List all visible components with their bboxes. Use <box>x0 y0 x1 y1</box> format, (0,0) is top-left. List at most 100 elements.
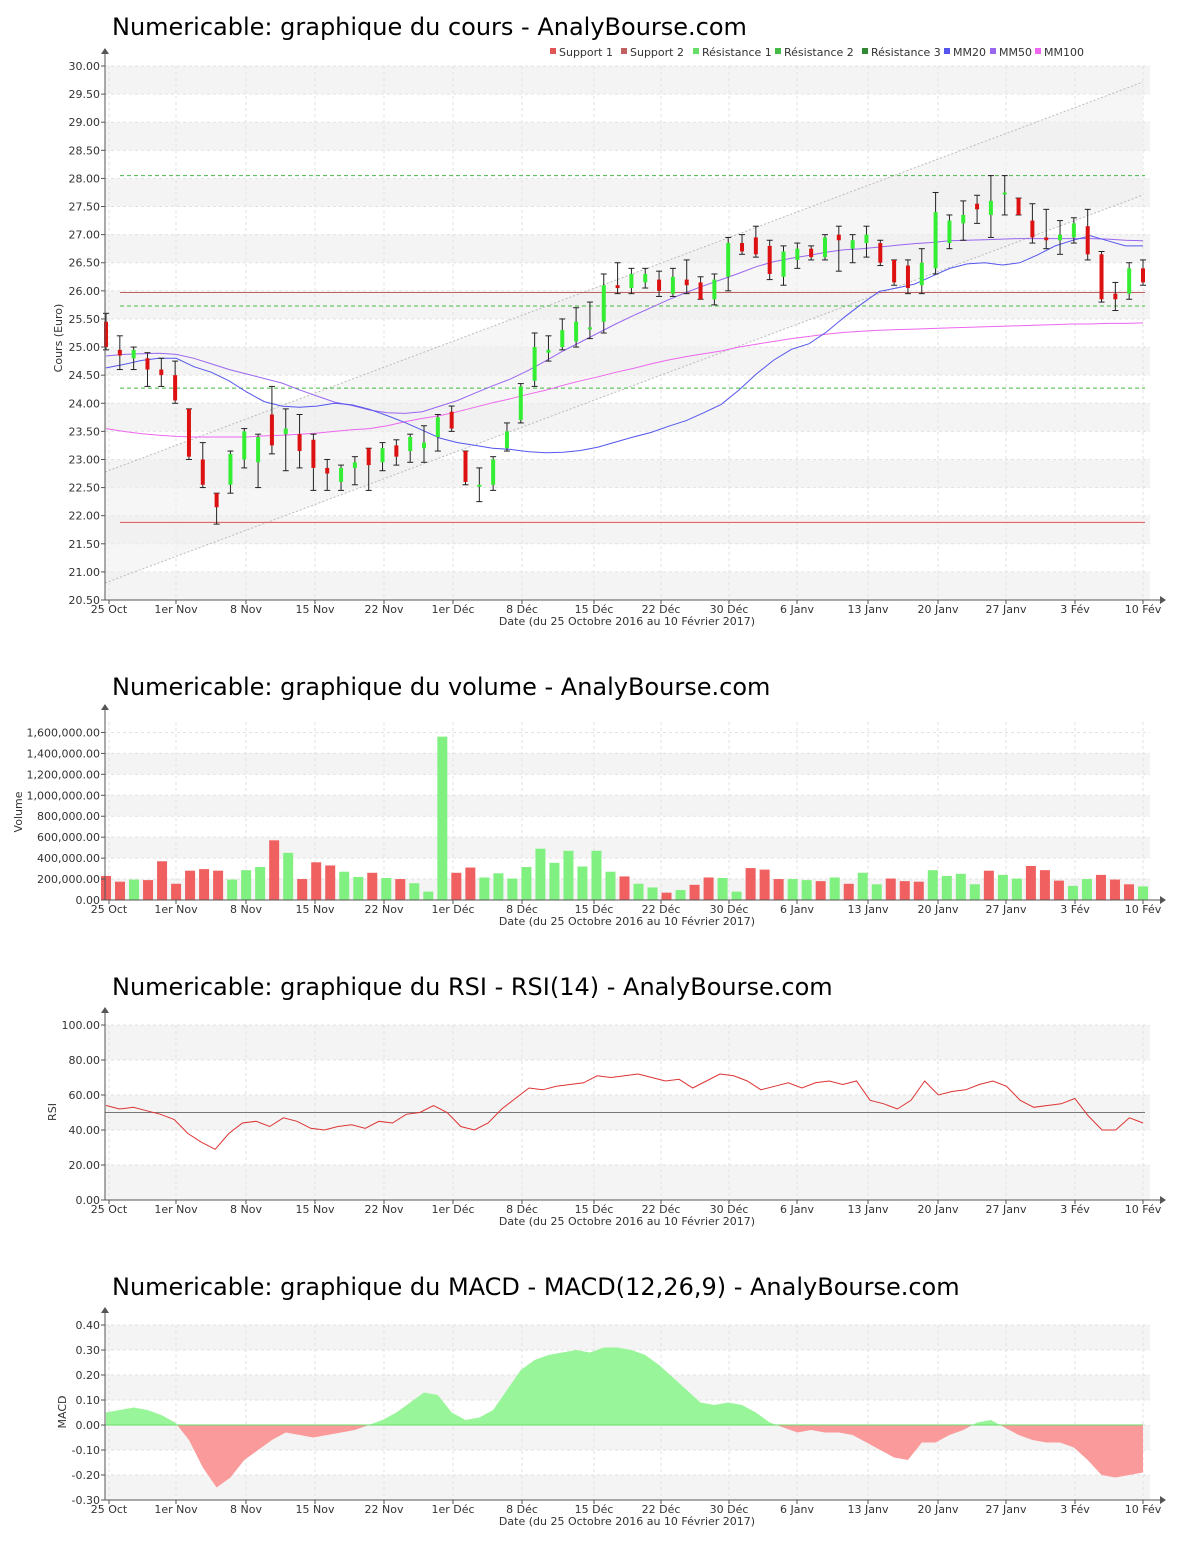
legend-label: MM50 <box>999 46 1032 59</box>
candle-body <box>408 436 413 452</box>
y-tick-label: 1,200,000.00 <box>27 768 100 781</box>
legend-swatch <box>775 48 781 54</box>
x-tick-label: 22 Nov <box>365 1203 404 1216</box>
volume-bar <box>1123 884 1134 900</box>
y-tick-label: 21.00 <box>69 566 101 579</box>
x-tick-label: 13 Janv <box>848 603 889 616</box>
volume-bar <box>325 865 336 900</box>
candle-body <box>269 414 274 446</box>
price-x-axis-label: Date (du 25 Octobre 2016 au 10 Février 2… <box>499 615 755 628</box>
volume-bar <box>633 883 644 900</box>
price-y-axis-label: Cours (Euro) <box>52 304 65 373</box>
x-tick-label: 20 Janv <box>918 903 959 916</box>
volume-bar <box>381 878 392 900</box>
candle-body <box>200 459 205 485</box>
x-tick-label: 3 Fév <box>1060 1503 1090 1516</box>
grid-band <box>105 571 1150 600</box>
x-tick-label: 20 Janv <box>918 603 959 616</box>
candle-body <box>214 493 219 508</box>
candle-body <box>822 237 827 258</box>
candle-body <box>186 408 191 457</box>
volume-bar <box>171 883 182 900</box>
x-tick-label: 20 Janv <box>918 1203 959 1216</box>
rsi-y-axis-label: RSI <box>46 1103 59 1121</box>
x-tick-label: 1er Nov <box>154 1203 198 1216</box>
legend-label: MM100 <box>1044 46 1084 59</box>
x-tick-label: 6 Janv <box>780 903 814 916</box>
x-tick-label: 15 Nov <box>296 1203 335 1216</box>
volume-bar <box>815 881 826 900</box>
volume-bar <box>297 879 308 900</box>
legend-label: Résistance 3 <box>871 46 941 59</box>
candle-body <box>449 411 454 429</box>
candle-body <box>145 358 150 370</box>
y-tick-label: 60.00 <box>69 1089 101 1102</box>
volume-bar <box>717 878 728 900</box>
x-tick-label: 10 Fév <box>1125 603 1162 616</box>
x-axis-arrow <box>1160 1196 1166 1204</box>
candle-body <box>657 279 662 291</box>
volume-bar <box>927 870 938 900</box>
candle-body <box>961 214 966 224</box>
volume-bar <box>577 866 588 900</box>
candle-body <box>878 243 883 263</box>
candle-body <box>1099 254 1104 300</box>
macd-negative-area <box>776 1425 973 1460</box>
y-tick-label: -0.20 <box>72 1469 100 1482</box>
y-axis-arrow <box>101 704 109 710</box>
x-tick-label: 10 Fév <box>1125 1503 1162 1516</box>
y-axis-arrow <box>101 48 109 54</box>
volume-bar <box>339 871 350 900</box>
volume-bar <box>913 881 924 900</box>
x-tick-label: 22 Nov <box>365 903 404 916</box>
y-tick-label: 24.00 <box>69 397 101 410</box>
x-tick-label: 15 Déc <box>575 603 614 616</box>
volume-bar <box>255 867 266 900</box>
y-tick-label: 600,000.00 <box>37 831 100 844</box>
volume-bar <box>1067 885 1078 900</box>
candle-body <box>1058 234 1063 241</box>
legend-label: Support 2 <box>630 46 684 59</box>
grid-band <box>105 66 1150 95</box>
volume-bar <box>1011 878 1022 900</box>
volume-bar <box>395 879 406 900</box>
x-tick-label: 6 Janv <box>780 1203 814 1216</box>
volume-bar <box>1081 879 1092 900</box>
candle-body <box>1085 226 1090 255</box>
x-tick-label: 22 Déc <box>642 1203 681 1216</box>
volume-bar <box>143 880 154 900</box>
volume-bar <box>787 879 798 900</box>
y-tick-label: 25.50 <box>69 313 101 326</box>
candle-body <box>104 321 108 348</box>
x-tick-label: 27 Janv <box>986 603 1027 616</box>
candle-body <box>546 349 551 353</box>
rsi-chart: Numericable: graphique du RSI - RSI(14) … <box>46 973 1166 1228</box>
x-tick-label: 13 Janv <box>848 1203 889 1216</box>
volume-bar <box>983 870 994 900</box>
y-tick-label: 1,400,000.00 <box>27 747 100 760</box>
macd-chart: Numericable: graphique du MACD - MACD(12… <box>56 1273 1166 1528</box>
y-tick-label: 25.00 <box>69 341 101 354</box>
x-tick-label: 8 Déc <box>506 1503 538 1516</box>
candle-body <box>698 282 703 300</box>
candle-body <box>947 220 952 244</box>
rsi-x-axis-label: Date (du 25 Octobre 2016 au 10 Février 2… <box>499 1215 755 1228</box>
y-tick-label: 29.50 <box>69 88 101 101</box>
candle-body <box>242 431 247 460</box>
candle-body <box>131 349 136 359</box>
legend-swatch <box>1035 48 1041 54</box>
volume-bar <box>157 861 168 900</box>
volume-bar <box>1109 879 1120 900</box>
candle-body <box>988 200 993 215</box>
candle-body <box>975 203 980 210</box>
candle-body <box>933 212 938 269</box>
x-tick-label: 25 Oct <box>91 1503 128 1516</box>
candle-body <box>892 259 897 283</box>
candle-body <box>850 240 855 249</box>
mm50-line <box>105 238 1144 414</box>
candle-body <box>809 248 814 258</box>
x-tick-label: 15 Nov <box>296 603 335 616</box>
y-tick-label: 20.00 <box>69 1159 101 1172</box>
volume-bar <box>507 878 518 900</box>
volume-bar <box>675 890 686 900</box>
